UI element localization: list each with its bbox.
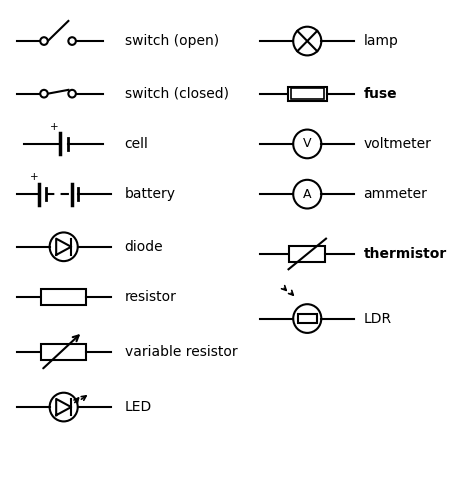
Circle shape — [68, 37, 76, 45]
Bar — [290, 246, 325, 262]
Text: variable resistor: variable resistor — [125, 345, 237, 359]
Text: diode: diode — [125, 240, 163, 254]
Bar — [41, 344, 86, 360]
Circle shape — [293, 27, 321, 55]
Text: cell: cell — [125, 137, 148, 151]
Text: switch (closed): switch (closed) — [125, 87, 228, 101]
Circle shape — [50, 393, 78, 422]
Text: fuse: fuse — [364, 87, 397, 101]
Circle shape — [40, 90, 48, 97]
Bar — [288, 87, 327, 101]
Bar — [298, 314, 317, 323]
Text: lamp: lamp — [364, 34, 398, 48]
Text: resistor: resistor — [125, 290, 176, 304]
Text: +: + — [30, 172, 39, 182]
Bar — [41, 289, 86, 305]
Circle shape — [293, 180, 321, 209]
Text: +: + — [50, 122, 59, 132]
Circle shape — [293, 130, 321, 158]
Text: switch (open): switch (open) — [125, 34, 219, 48]
Text: A: A — [303, 188, 311, 201]
Bar — [291, 89, 324, 99]
Circle shape — [50, 232, 78, 261]
Circle shape — [40, 37, 48, 45]
Text: V: V — [303, 137, 311, 151]
Text: LDR: LDR — [364, 312, 392, 326]
Text: thermistor: thermistor — [364, 247, 447, 261]
Text: LED: LED — [125, 400, 152, 414]
Circle shape — [68, 90, 76, 97]
Text: ammeter: ammeter — [364, 187, 428, 201]
Circle shape — [293, 304, 321, 333]
Text: voltmeter: voltmeter — [364, 137, 431, 151]
Text: battery: battery — [125, 187, 175, 201]
